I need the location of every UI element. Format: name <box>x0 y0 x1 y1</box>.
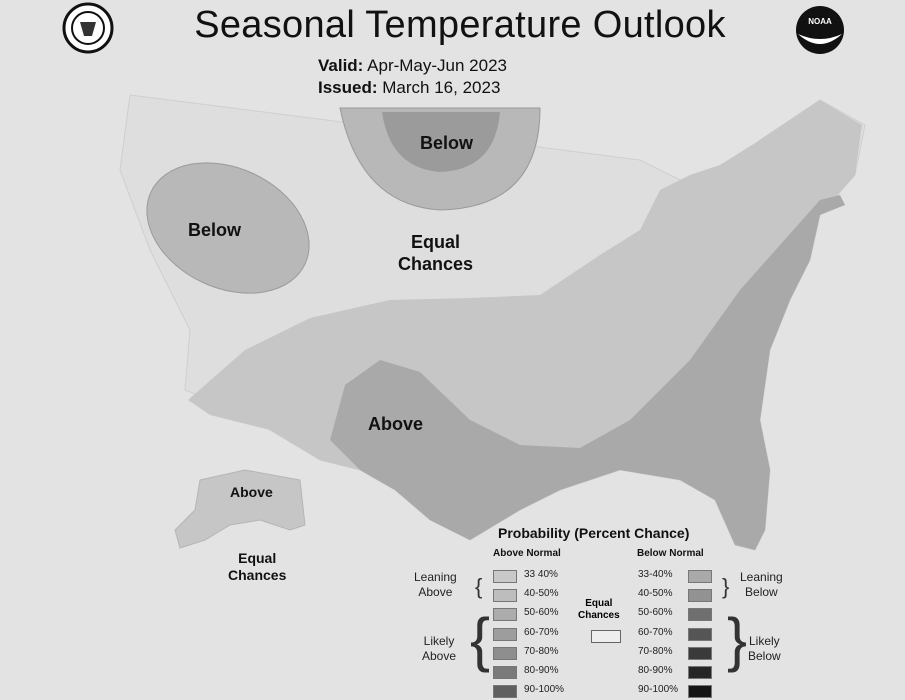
equal-legend-line1: Equal <box>585 598 613 609</box>
noaa-text: NOAA <box>808 17 832 26</box>
valid-line: Valid: Apr-May-Jun 2023 <box>318 56 507 76</box>
above-alaska-label: Above <box>230 484 273 500</box>
equal-main-line1: Equal <box>411 232 461 252</box>
likely-below-label: Likely Below <box>748 634 781 664</box>
noaa-logo: NOAA <box>792 4 848 56</box>
leaning-below-line2: Below <box>745 585 778 599</box>
legend-above-label: 50-60% <box>524 607 559 619</box>
above-main-label: Above <box>368 414 424 434</box>
legend-below-label: 40-50% <box>638 588 673 600</box>
page-title: Seasonal Temperature Outlook <box>194 4 726 46</box>
legend-below-label: 33-40% <box>638 569 673 580</box>
seal-icon <box>62 2 114 54</box>
legend-below-swatch <box>688 685 712 699</box>
below-west-label: Below <box>188 220 242 240</box>
legend-above-label: 80-90% <box>524 665 559 676</box>
issued-value: March 16, 2023 <box>382 78 501 97</box>
equal-legend-line2: Chances <box>578 609 620 621</box>
legend-below-label: 60-70% <box>638 626 673 638</box>
valid-value: Apr-May-Jun 2023 <box>367 56 507 75</box>
likely-above-label: Likely Above <box>422 634 456 664</box>
equal-chances-legend-label: Equal Chances <box>578 598 620 621</box>
leaning-above-label: Leaning Above <box>414 570 457 600</box>
likely-below-line1: Likely <box>749 634 780 648</box>
likely-above-line1: Likely <box>423 634 455 648</box>
legend-below-label: 50-60% <box>638 607 673 619</box>
legend-title: Probability (Percent Chance) <box>498 525 690 541</box>
below-west-region <box>146 162 310 294</box>
below-north-label: Below <box>420 133 474 153</box>
equal-chances-main-label: Equal Chances <box>398 232 473 275</box>
legend-below-swatch <box>688 646 712 660</box>
legend-above-swatch <box>493 608 517 622</box>
legend-above-swatch <box>493 685 517 699</box>
legend-above-swatch <box>493 589 517 603</box>
equal-chances-alaska-label: Equal Chances <box>228 550 286 584</box>
leaning-below-brace: } <box>722 574 730 599</box>
legend-below-swatch <box>688 608 712 622</box>
legend-below-label: 70-80% <box>638 645 673 657</box>
leaning-above-brace: { <box>475 574 483 599</box>
legend-above-label: 40-50% <box>524 588 559 600</box>
legend-above-label: 33 40% <box>524 569 558 580</box>
legend-above-swatch <box>493 570 517 583</box>
leaning-below-label: Leaning Below <box>740 570 783 600</box>
legend-above-swatch <box>493 646 517 660</box>
below-north-core <box>382 112 500 172</box>
leaning-below-line1: Leaning <box>740 570 783 584</box>
likely-above-line2: Above <box>422 649 457 663</box>
likely-below-brace: } <box>727 606 748 673</box>
equal-alaska-line1: Equal <box>238 550 277 566</box>
legend-above-swatch <box>493 666 517 679</box>
legend-below-swatch <box>688 570 712 583</box>
issued-line: Issued: March 16, 2023 <box>318 78 500 98</box>
equal-chances-swatch <box>591 630 621 643</box>
likely-above-brace: { <box>470 606 491 673</box>
leaning-above-line2: Above <box>418 585 453 599</box>
legend-above-label: 60-70% <box>524 626 559 638</box>
alaska-region <box>174 469 306 549</box>
legend-below-swatch <box>688 589 712 603</box>
equal-main-line2: Chances <box>398 253 474 274</box>
legend-above-label: 70-80% <box>524 645 559 657</box>
legend-below-label: 80-90% <box>638 665 673 676</box>
legend-below-header: Below Normal <box>637 548 704 559</box>
valid-label: Valid: <box>318 56 364 75</box>
legend-above-label: 90-100% <box>524 684 565 696</box>
likely-above-region <box>330 195 845 550</box>
leaning-above-line1: Leaning <box>414 570 457 584</box>
legend-above-header: Above Normal <box>493 548 561 559</box>
legend-above-swatch <box>493 627 517 641</box>
equal-alaska-line2: Chances <box>228 566 287 583</box>
legend-below-label: 90-100% <box>638 684 679 696</box>
issued-label: Issued: <box>318 78 378 97</box>
legend-below-swatch <box>688 666 712 679</box>
likely-below-line2: Below <box>748 649 781 663</box>
legend-below-swatch <box>688 627 712 641</box>
